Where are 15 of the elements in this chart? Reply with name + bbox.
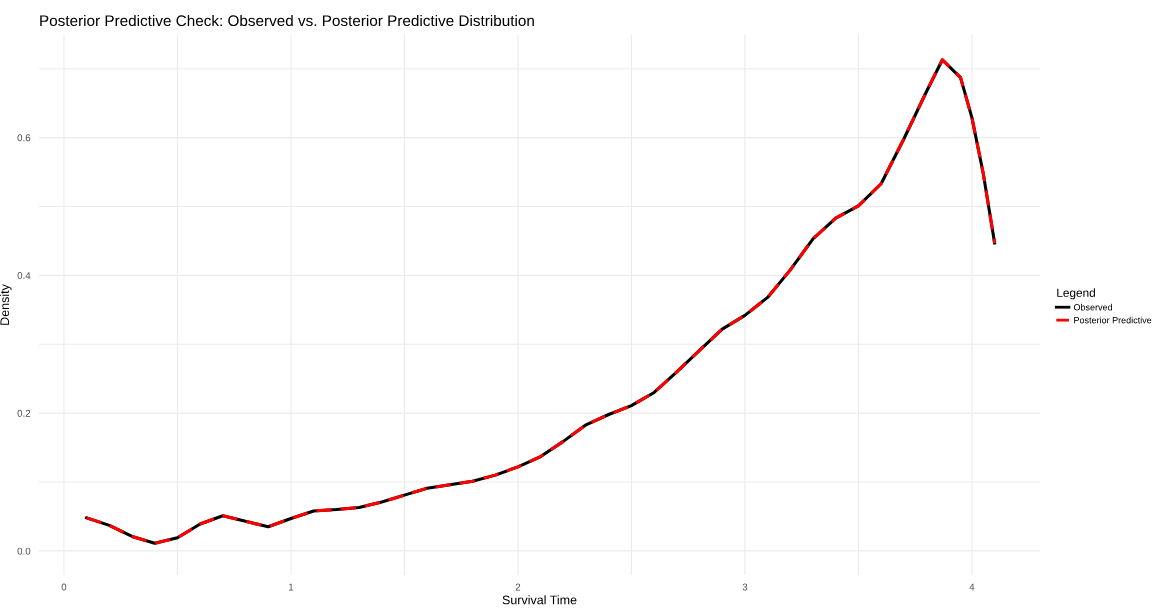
y-tick-label: 0.0 — [17, 547, 31, 555]
y-tick-label: 0.6 — [17, 134, 31, 142]
y-tick-label: 0.2 — [17, 409, 31, 417]
x-tick-label: 1 — [288, 583, 294, 591]
x-tick-label: 3 — [742, 583, 748, 591]
chart-title: Posterior Predictive Check: Observed vs. Posterior Predictive Distribution — [40, 14, 534, 27]
x-tick-label: 4 — [969, 583, 975, 591]
y-tick-label: 0.4 — [17, 272, 31, 279]
legend-label: Observed — [1073, 303, 1113, 311]
x-tick-label: 2 — [515, 583, 521, 591]
legend-label: Posterior Predictive — [1074, 316, 1152, 324]
x-axis-title: Survival Time — [502, 595, 577, 605]
legend-title: Legend — [1057, 288, 1095, 300]
y-axis-title: Density — [0, 284, 12, 325]
x-tick-label: 0 — [61, 583, 67, 591]
